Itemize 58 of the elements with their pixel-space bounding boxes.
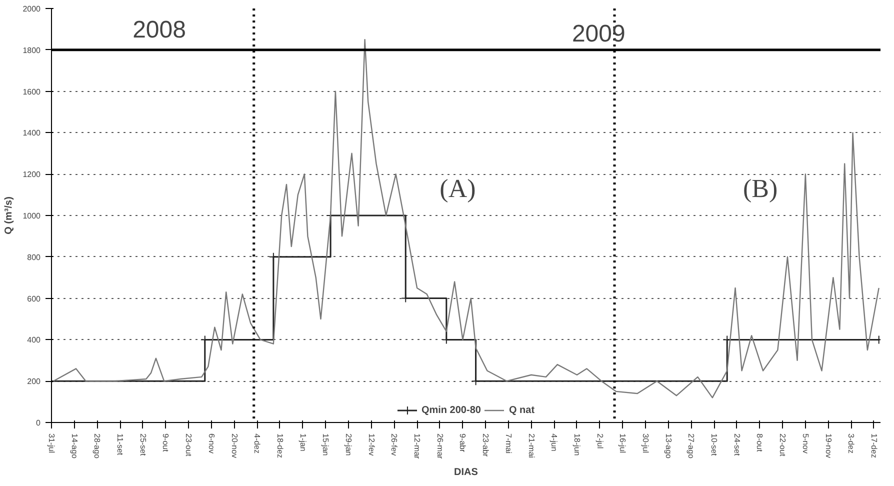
annotation: 2009 bbox=[572, 20, 626, 48]
x-tick-label: 22-out bbox=[778, 434, 788, 457]
legend-label: Q nat bbox=[508, 404, 535, 416]
x-axis-title: DIAS bbox=[454, 466, 478, 478]
x-tick-label: 2-jul bbox=[595, 434, 604, 449]
x-tick-label: 4-dez bbox=[252, 434, 262, 454]
x-tick-label: 9-abr bbox=[458, 434, 468, 453]
legend-label: Qmin 200-80 bbox=[421, 404, 481, 416]
x-tick-label: 12-mar bbox=[412, 434, 422, 460]
x-tick-label: 18-jun bbox=[572, 434, 582, 456]
y-axis-title: Q (m³/s) bbox=[4, 196, 15, 234]
annotation: (A) bbox=[440, 174, 476, 204]
x-tick-label: 30-jul bbox=[641, 434, 650, 454]
y-tick-label: 1200 bbox=[22, 170, 42, 180]
x-tick-label: 23-abr bbox=[481, 434, 490, 457]
y-tick-label: 1000 bbox=[22, 212, 42, 220]
x-tick-label: 7-mai bbox=[504, 434, 513, 454]
annotation: (B) bbox=[742, 174, 778, 204]
y-tick-label: 800 bbox=[27, 252, 42, 262]
x-tick-label: 29-jan bbox=[344, 434, 354, 456]
x-tick-label: 20-nov bbox=[230, 434, 239, 458]
x-tick-label: 9-out bbox=[161, 434, 170, 453]
x-tick-label: 18-dez bbox=[275, 434, 284, 458]
y-tick-label: 400 bbox=[27, 336, 42, 345]
x-tick-label: 31-jul bbox=[47, 434, 56, 454]
x-tick-label: 12-fev bbox=[366, 434, 376, 456]
x-tick-label: 15-jan bbox=[321, 434, 330, 456]
x-tick-label: 14-ago bbox=[70, 434, 79, 459]
x-tick-label: 5-nov bbox=[800, 434, 810, 454]
y-tick-label: 600 bbox=[27, 294, 42, 304]
y-tick-label: 1600 bbox=[22, 87, 42, 96]
x-tick-label: 8-out bbox=[755, 434, 764, 453]
point bbox=[471, 376, 480, 386]
annotation: 2008 bbox=[132, 16, 186, 44]
y-tick-label: 200 bbox=[27, 377, 42, 386]
x-tick-label: 17-dez bbox=[869, 434, 878, 458]
y-tick-label: 2000 bbox=[22, 4, 42, 14]
x-tick-label: 1-jan bbox=[298, 434, 308, 452]
x-tick-label: 13-ago bbox=[664, 434, 673, 459]
x-tick-label: 19-nov bbox=[824, 434, 833, 458]
x-tick-label: 21-mai bbox=[526, 434, 536, 458]
x-tick-label: 16-jul bbox=[618, 434, 628, 454]
x-tick-label: 24-set bbox=[732, 434, 742, 457]
y-tick-label: 1800 bbox=[22, 46, 42, 55]
x-tick-label: 4-jun bbox=[550, 434, 559, 452]
x-tick-label: 6-nov bbox=[206, 434, 216, 454]
x-tick-label: 10-set bbox=[710, 434, 719, 457]
x-tick-label: 27-ago bbox=[686, 434, 696, 459]
y-tick-label: 1400 bbox=[22, 128, 42, 138]
point bbox=[268, 252, 278, 262]
x-tick-label: 25-set bbox=[138, 434, 148, 457]
x-tick-label: 28-ago bbox=[92, 434, 102, 459]
x-tick-label: 11-set bbox=[116, 434, 125, 456]
x-tick-label: 26-mar bbox=[435, 434, 444, 460]
x-tick-label: 26-fev bbox=[390, 434, 399, 456]
y-tick-label: 0 bbox=[36, 418, 42, 428]
x-tick-label: 23-out bbox=[184, 434, 194, 457]
x-tick-label: 3-dez bbox=[846, 434, 856, 454]
